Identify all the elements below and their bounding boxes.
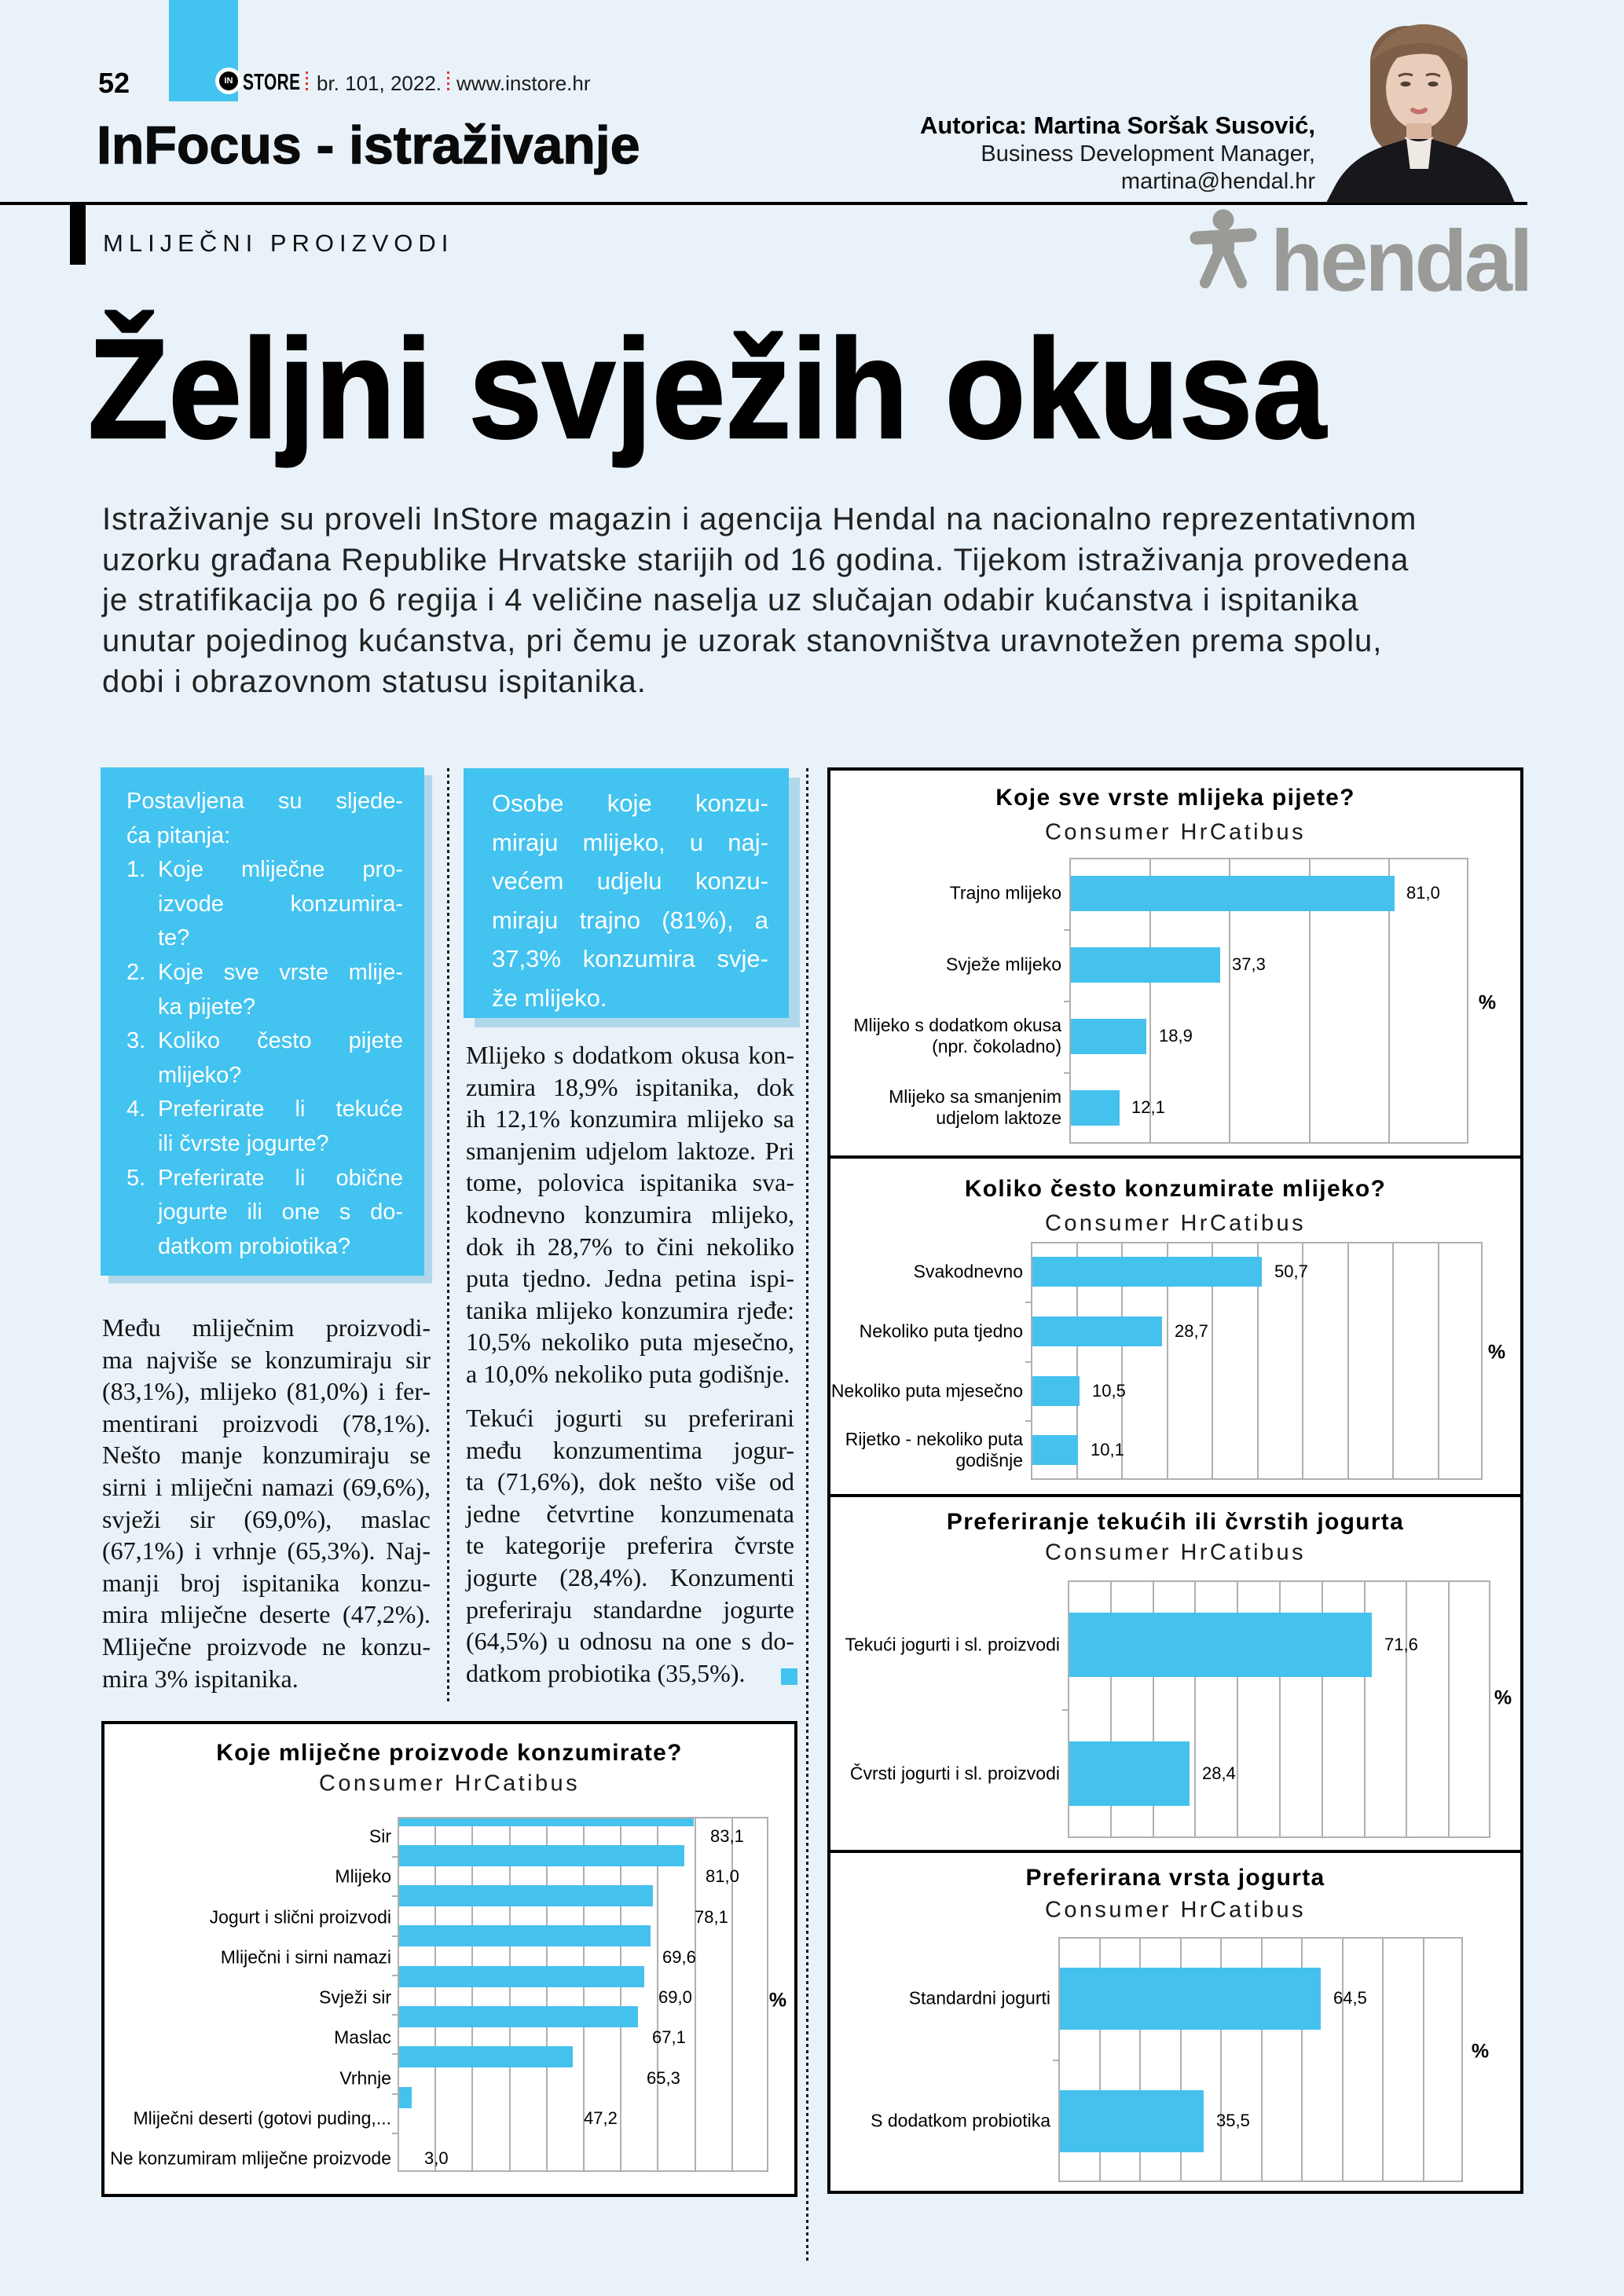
svg-text:hendal: hendal xyxy=(1270,213,1531,295)
